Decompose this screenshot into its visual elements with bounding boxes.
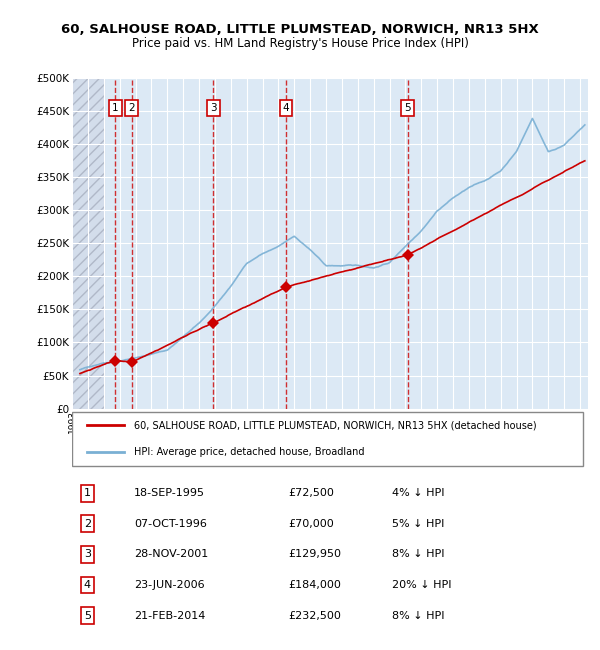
Text: 18-SEP-1995: 18-SEP-1995 [134, 488, 205, 498]
Text: 4% ↓ HPI: 4% ↓ HPI [392, 488, 445, 498]
Text: 2: 2 [84, 519, 91, 529]
Text: £70,000: £70,000 [289, 519, 334, 529]
Text: 20% ↓ HPI: 20% ↓ HPI [392, 580, 451, 590]
Text: 4: 4 [84, 580, 91, 590]
Text: 8% ↓ HPI: 8% ↓ HPI [392, 549, 445, 560]
Text: £129,950: £129,950 [289, 549, 342, 560]
Text: £72,500: £72,500 [289, 488, 335, 498]
Text: Price paid vs. HM Land Registry's House Price Index (HPI): Price paid vs. HM Land Registry's House … [131, 37, 469, 50]
Text: 5: 5 [404, 103, 411, 112]
Text: 21-FEB-2014: 21-FEB-2014 [134, 610, 205, 621]
FancyBboxPatch shape [72, 412, 583, 466]
Text: 5: 5 [84, 610, 91, 621]
Text: 60, SALHOUSE ROAD, LITTLE PLUMSTEAD, NORWICH, NR13 5HX: 60, SALHOUSE ROAD, LITTLE PLUMSTEAD, NOR… [61, 23, 539, 36]
Text: HPI: Average price, detached house, Broadland: HPI: Average price, detached house, Broa… [134, 447, 364, 457]
Bar [72, 78, 104, 409]
Text: 60, SALHOUSE ROAD, LITTLE PLUMSTEAD, NORWICH, NR13 5HX (detached house): 60, SALHOUSE ROAD, LITTLE PLUMSTEAD, NOR… [134, 421, 536, 430]
Text: 8% ↓ HPI: 8% ↓ HPI [392, 610, 445, 621]
Text: 2: 2 [128, 103, 135, 112]
Text: 07-OCT-1996: 07-OCT-1996 [134, 519, 207, 529]
Text: 28-NOV-2001: 28-NOV-2001 [134, 549, 208, 560]
Text: 5% ↓ HPI: 5% ↓ HPI [392, 519, 444, 529]
Text: £232,500: £232,500 [289, 610, 341, 621]
Text: 1: 1 [84, 488, 91, 498]
Text: £184,000: £184,000 [289, 580, 341, 590]
Text: 1: 1 [112, 103, 118, 112]
Text: 23-JUN-2006: 23-JUN-2006 [134, 580, 205, 590]
Text: 4: 4 [283, 103, 289, 112]
Text: 3: 3 [210, 103, 217, 112]
Bar [72, 78, 104, 409]
Text: 3: 3 [84, 549, 91, 560]
